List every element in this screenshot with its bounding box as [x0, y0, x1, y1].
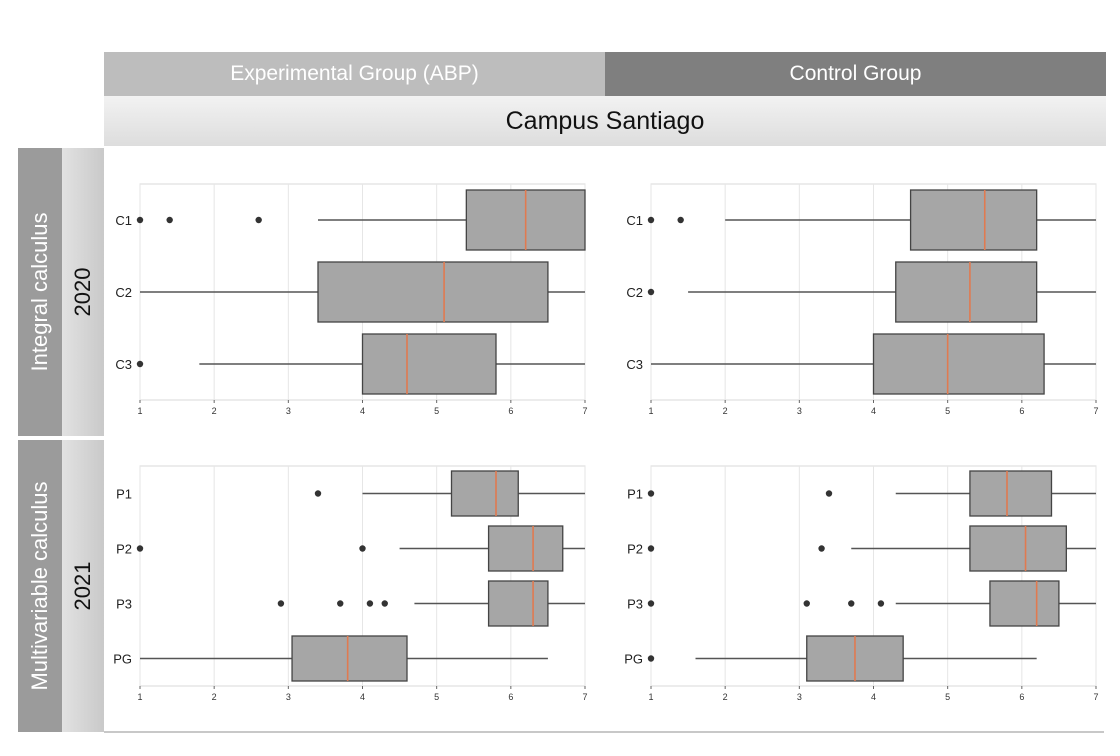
outlier-point — [359, 545, 366, 552]
x-tick-label: 7 — [582, 406, 587, 416]
outlier-point — [314, 490, 322, 497]
box-iqr — [317, 261, 549, 323]
bottom-rule — [104, 731, 1104, 733]
x-tick-label: 5 — [434, 406, 439, 416]
outlier-point — [136, 360, 144, 368]
experimental-group-header: Experimental Group (ABP) — [104, 52, 605, 96]
category-label: C1 — [626, 213, 643, 228]
box-iqr — [969, 470, 1053, 517]
outlier-point — [647, 490, 655, 497]
outlier-point — [366, 600, 374, 607]
outlier-point — [136, 545, 144, 552]
control-group-label: Control Group — [789, 62, 922, 85]
category-label: P3 — [116, 597, 132, 612]
x-tick-label: 3 — [797, 692, 802, 702]
outlier-point — [647, 600, 655, 607]
x-tick-label: 4 — [360, 406, 365, 416]
box-iqr — [450, 470, 519, 517]
x-tick-label: 5 — [434, 692, 439, 702]
course-label-multivariable: Multivariable calculus — [27, 481, 52, 691]
category-label: PG — [113, 652, 132, 667]
x-tick-label: 6 — [508, 692, 513, 702]
outlier-point — [255, 216, 262, 224]
campus-header: Campus Santiago — [104, 96, 1106, 146]
x-tick-label: 4 — [871, 692, 876, 702]
box-iqr — [969, 525, 1067, 572]
outlier-point — [677, 216, 684, 224]
x-tick-label: 2 — [212, 692, 217, 702]
box-iqr — [872, 333, 1045, 395]
category-label: C1 — [115, 213, 132, 228]
category-label: C2 — [626, 285, 643, 300]
year-strip-2021: 2021 — [62, 440, 104, 732]
control-group-header: Control Group — [605, 52, 1106, 96]
box-iqr — [909, 189, 1038, 251]
row-strip-multivariable: Multivariable calculus — [18, 440, 62, 732]
box-iqr — [487, 525, 564, 572]
outlier-point — [877, 600, 885, 607]
category-label: P2 — [627, 542, 643, 557]
category-label: P3 — [627, 597, 643, 612]
category-label: PG — [624, 652, 643, 667]
outlier-point — [818, 545, 825, 552]
x-tick-label: 2 — [723, 406, 728, 416]
x-tick-label: 1 — [137, 406, 142, 416]
course-label-integral: Integral calculus — [27, 212, 52, 372]
outlier-point — [277, 600, 285, 607]
x-tick-label: 1 — [648, 692, 653, 702]
outlier-point — [337, 600, 344, 607]
outlier-point — [136, 216, 144, 224]
year-label-2021: 2021 — [70, 561, 95, 611]
x-tick-label: 5 — [945, 692, 950, 702]
x-tick-label: 4 — [871, 406, 876, 416]
category-label: P1 — [627, 487, 643, 502]
outlier-point — [848, 600, 855, 607]
x-tick-label: 6 — [508, 406, 513, 416]
x-tick-label: 7 — [1093, 692, 1098, 702]
outlier-point — [647, 655, 655, 662]
x-tick-label: 3 — [286, 406, 291, 416]
row-strip-integral: Integral calculus — [18, 148, 62, 436]
outlier-point — [647, 288, 655, 296]
box-iqr — [291, 635, 408, 682]
campus-label: Campus Santiago — [505, 106, 705, 135]
outlier-point — [803, 600, 810, 607]
x-tick-label: 6 — [1019, 692, 1024, 702]
x-tick-label: 4 — [360, 692, 365, 702]
x-tick-label: 5 — [945, 406, 950, 416]
x-tick-label: 2 — [212, 406, 217, 416]
category-label: C2 — [115, 285, 132, 300]
year-strip-2020: 2020 — [62, 148, 104, 436]
box-iqr — [361, 333, 497, 395]
outlier-point — [825, 490, 833, 497]
box-iqr — [895, 261, 1038, 323]
experimental-group-label: Experimental Group (ABP) — [230, 62, 479, 85]
boxplot-experimental-integral: 1 2 3 4 5 6 7 C1 C2 C3 — [115, 183, 588, 416]
year-label-2020: 2020 — [70, 267, 95, 317]
box-iqr — [989, 580, 1060, 627]
boxplot-control-multivariable: 1 2 3 4 5 6 7 P1 P2 P3 PG — [624, 465, 1099, 702]
x-tick-label: 6 — [1019, 406, 1024, 416]
x-tick-label: 1 — [648, 406, 653, 416]
category-label: C3 — [626, 357, 643, 372]
category-label: C3 — [115, 357, 132, 372]
outlier-point — [647, 216, 655, 224]
category-label: P2 — [116, 542, 132, 557]
category-label: P1 — [116, 487, 132, 502]
outlier-point — [647, 545, 655, 552]
outlier-point — [381, 600, 388, 607]
x-tick-label: 3 — [797, 406, 802, 416]
x-tick-label: 2 — [723, 692, 728, 702]
outlier-point — [166, 216, 173, 224]
x-tick-label: 7 — [582, 692, 587, 702]
x-tick-label: 3 — [286, 692, 291, 702]
boxplot-experimental-multivariable: 1 2 3 4 5 6 7 P1 P2 P3 PG — [113, 465, 588, 702]
x-tick-label: 1 — [137, 692, 142, 702]
box-iqr — [487, 580, 549, 627]
x-tick-label: 7 — [1093, 406, 1098, 416]
boxplot-control-integral: 1 2 3 4 5 6 7 C1 C2 C3 — [626, 183, 1099, 416]
